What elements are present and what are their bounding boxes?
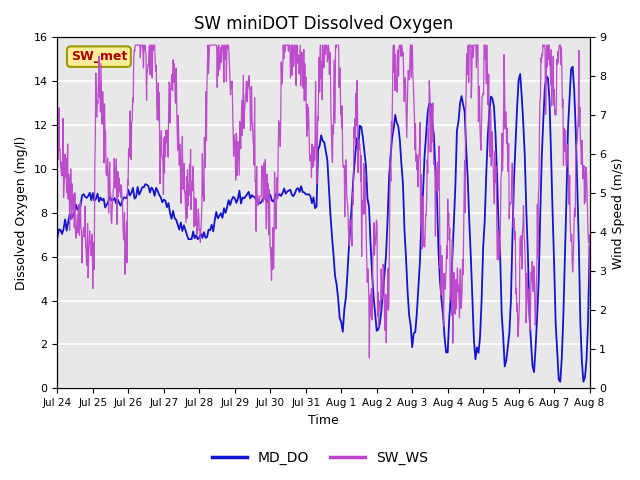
X-axis label: Time: Time <box>308 414 339 427</box>
Y-axis label: Wind Speed (m/s): Wind Speed (m/s) <box>612 157 625 269</box>
Text: SW_met: SW_met <box>70 50 127 63</box>
Legend: MD_DO, SW_WS: MD_DO, SW_WS <box>207 445 433 471</box>
Title: SW miniDOT Dissolved Oxygen: SW miniDOT Dissolved Oxygen <box>194 15 453 33</box>
Y-axis label: Dissolved Oxygen (mg/l): Dissolved Oxygen (mg/l) <box>15 136 28 290</box>
